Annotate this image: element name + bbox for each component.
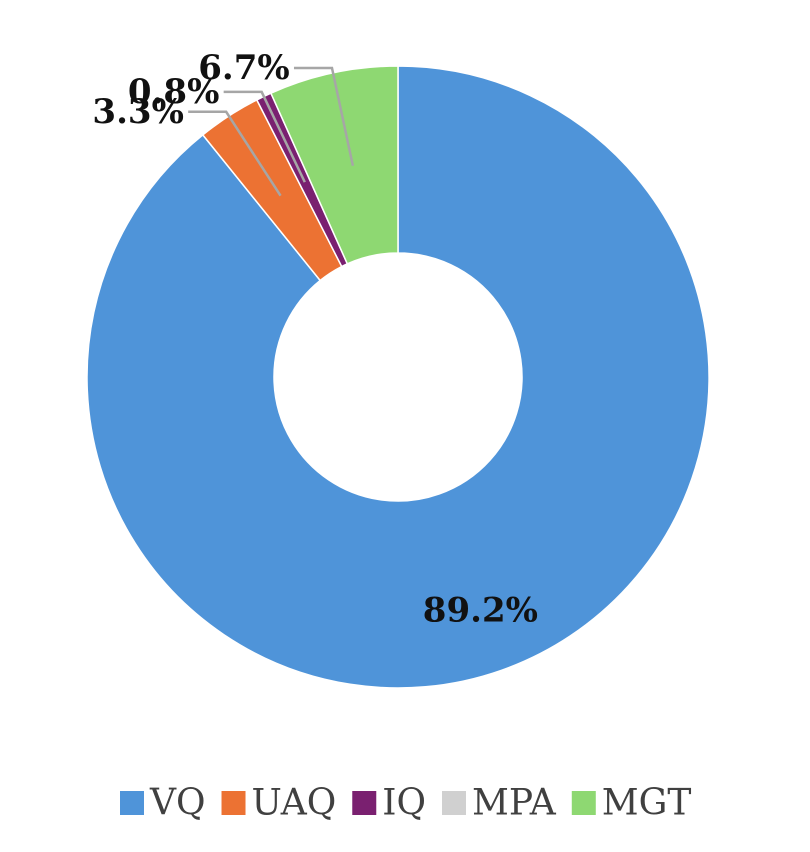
legend-swatch-iq: [352, 791, 377, 815]
leader-lines-group: [188, 66, 355, 197]
slices-group: [86, 65, 710, 689]
data-labels-group: 89.2% 3.3%0.8%6.7%: [92, 48, 537, 630]
leader-line-uaq: [188, 110, 282, 197]
legend-label-iq: IQ: [382, 783, 426, 824]
data-label-vq: 89.2%: [423, 590, 538, 630]
legend-label-vq: VQ: [149, 783, 206, 824]
legend-swatch-vq: [120, 791, 144, 815]
leader-line-mgt: [293, 66, 355, 167]
slice-mgt: [269, 65, 399, 265]
legend-label-uaq: UAQ: [252, 783, 337, 824]
data-label-iq: 0.8%: [128, 72, 219, 112]
slice-vq: [86, 65, 710, 689]
legend-swatch-mpa: [442, 791, 466, 815]
legend-swatch-mgt: [571, 791, 596, 815]
legend-label-mgt: MGT: [602, 783, 692, 824]
leader-line-iq: [223, 90, 306, 183]
legend-swatch-uaq: [221, 791, 246, 815]
legend-label-mpa: MPA: [472, 783, 557, 824]
data-label-uaq: 3.3%: [92, 92, 183, 132]
data-label-mgt: 6.7%: [198, 48, 289, 88]
legend: VQ UAQ IQ MPA MGT: [120, 783, 691, 824]
